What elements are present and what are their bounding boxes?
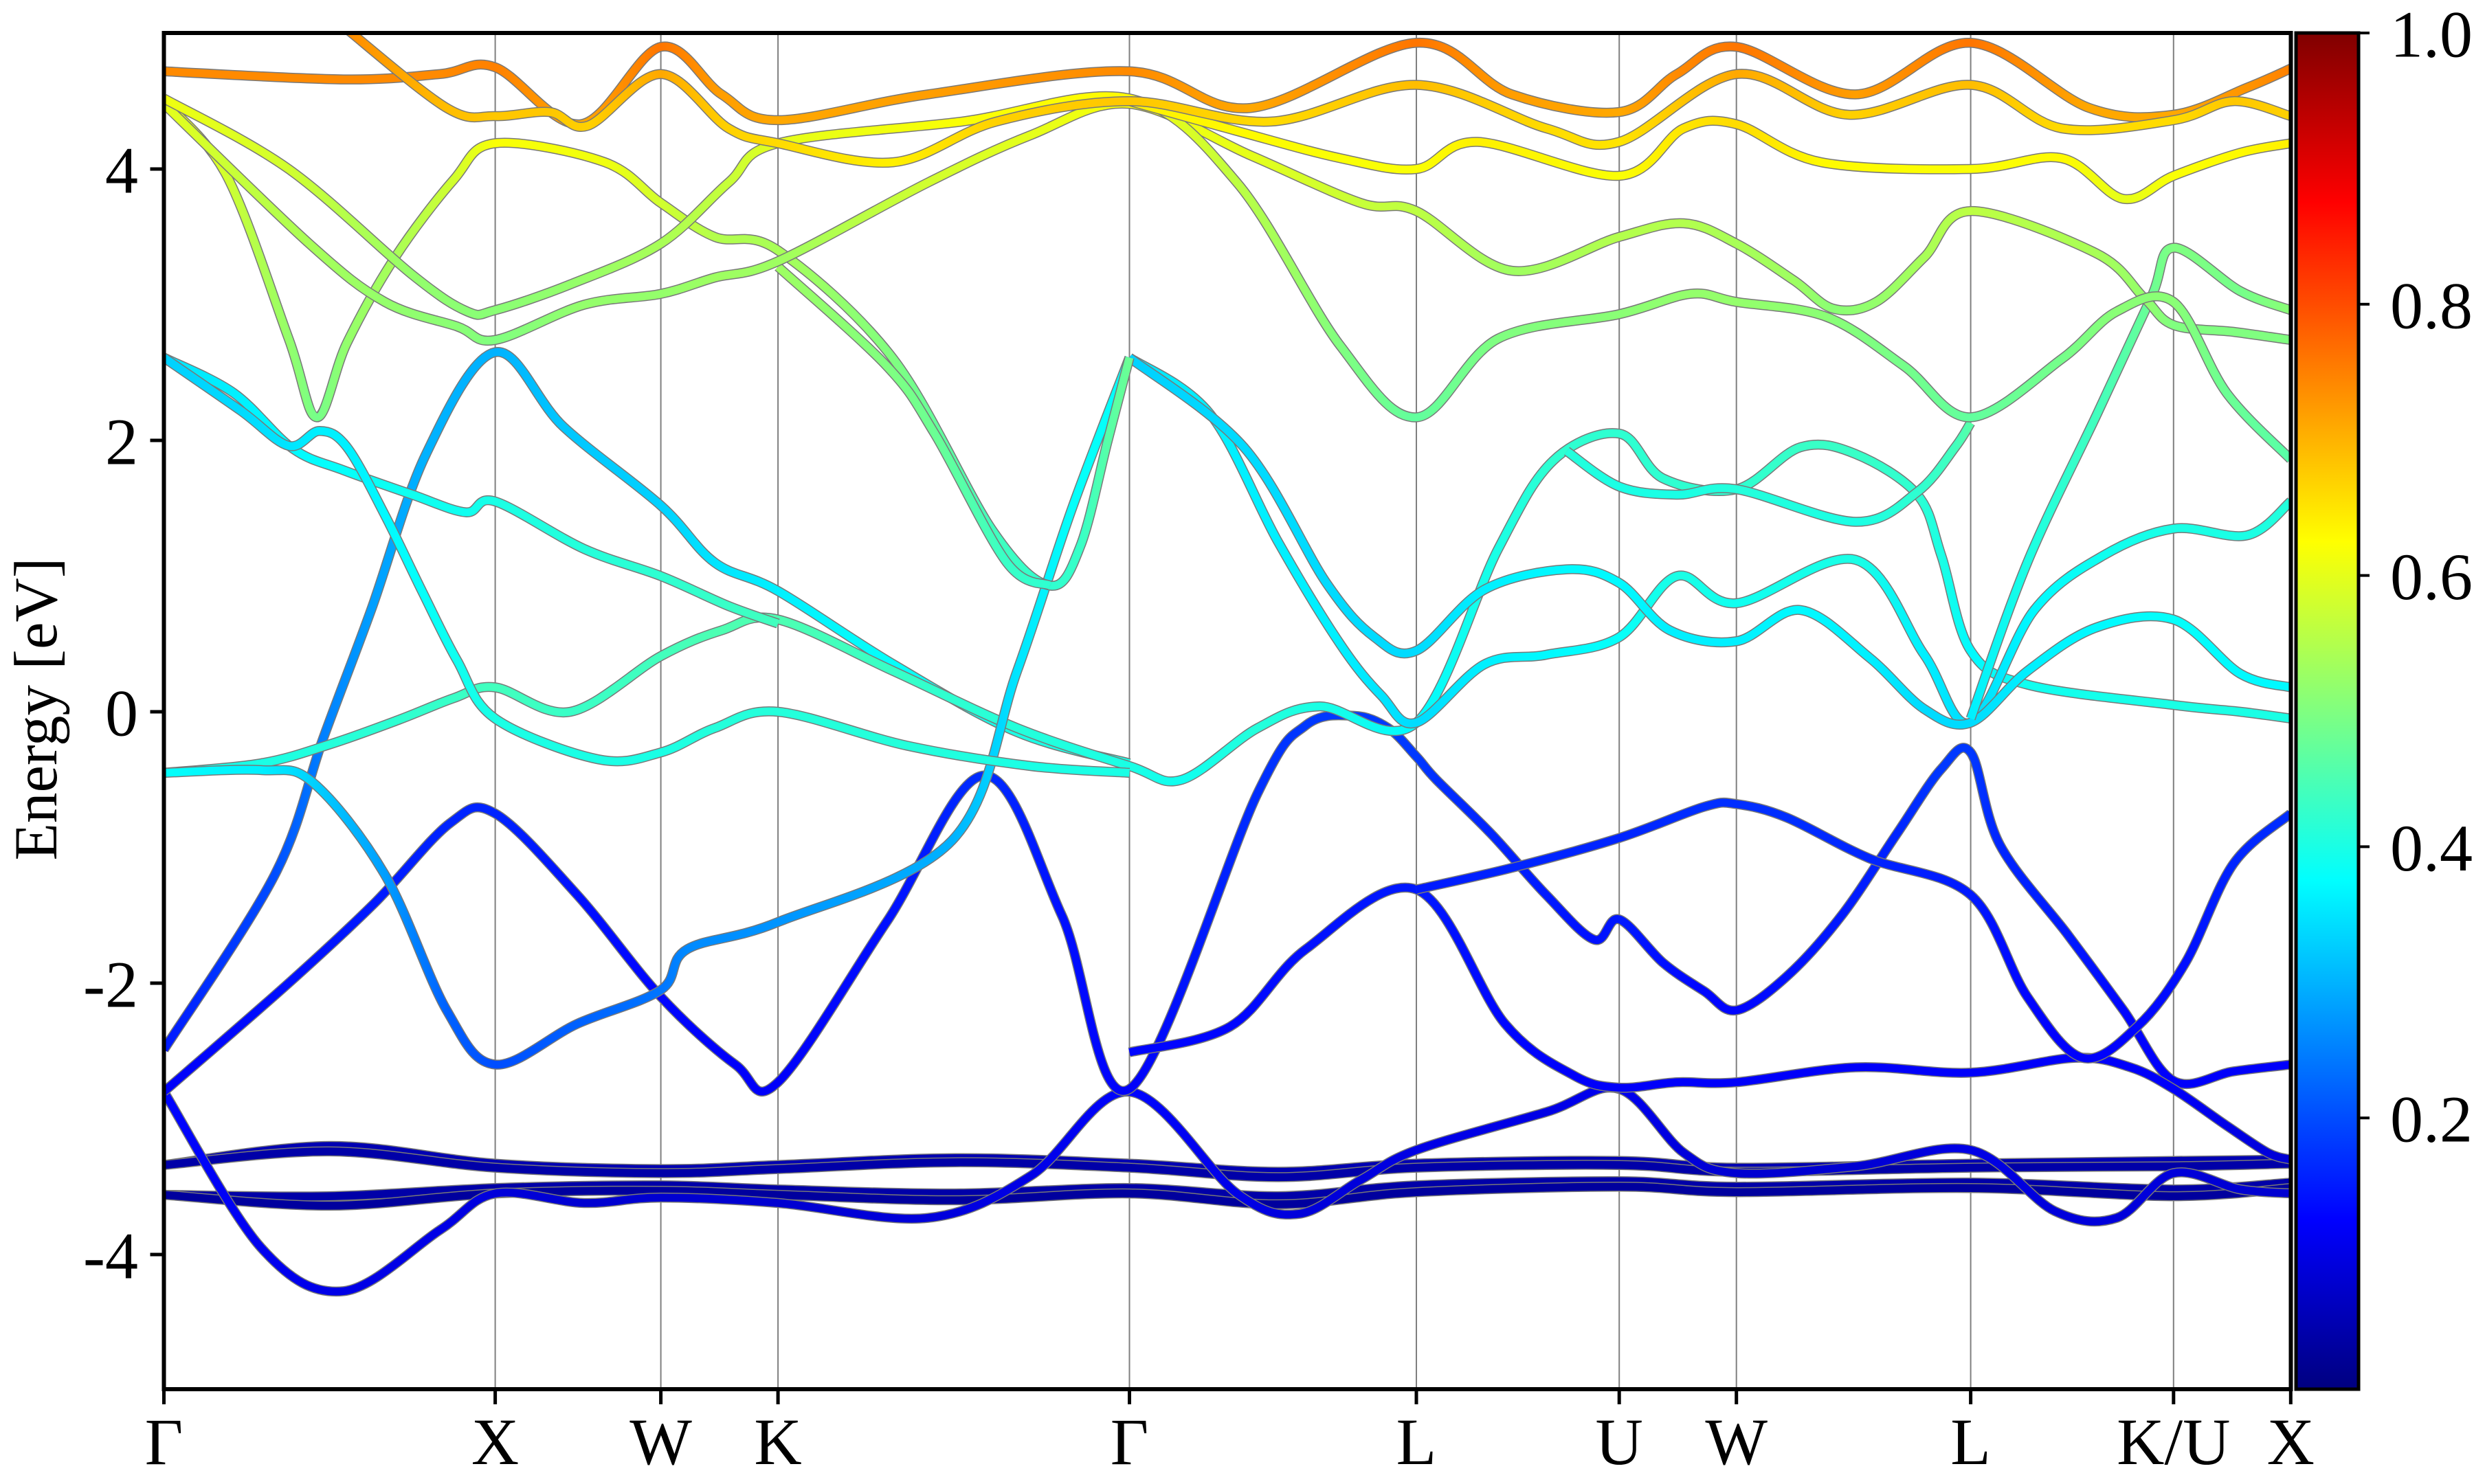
svg-text:U: U bbox=[1596, 1405, 1643, 1479]
svg-text:W: W bbox=[629, 1405, 692, 1479]
svg-text:Γ: Γ bbox=[1111, 1405, 1149, 1479]
svg-text:W: W bbox=[1705, 1405, 1768, 1479]
svg-text:X: X bbox=[2267, 1405, 2315, 1479]
svg-text:2: 2 bbox=[105, 405, 138, 479]
svg-text:Energy [eV]: Energy [eV] bbox=[3, 558, 70, 861]
svg-text:1.0: 1.0 bbox=[2390, 0, 2473, 71]
svg-text:X: X bbox=[471, 1405, 519, 1479]
svg-text:4: 4 bbox=[105, 134, 138, 207]
svg-text:-2: -2 bbox=[83, 948, 138, 1022]
svg-text:0.4: 0.4 bbox=[2390, 811, 2473, 885]
svg-text:L: L bbox=[1950, 1405, 1991, 1479]
svg-text:Γ: Γ bbox=[145, 1405, 183, 1479]
svg-text:0.6: 0.6 bbox=[2390, 540, 2473, 614]
svg-text:0: 0 bbox=[105, 677, 138, 750]
svg-text:0.2: 0.2 bbox=[2390, 1083, 2473, 1156]
svg-text:L: L bbox=[1396, 1405, 1437, 1479]
svg-text:-4: -4 bbox=[83, 1219, 138, 1293]
svg-text:K: K bbox=[754, 1405, 801, 1479]
svg-text:0.8: 0.8 bbox=[2390, 269, 2473, 342]
svg-text:K/U: K/U bbox=[2117, 1405, 2230, 1479]
